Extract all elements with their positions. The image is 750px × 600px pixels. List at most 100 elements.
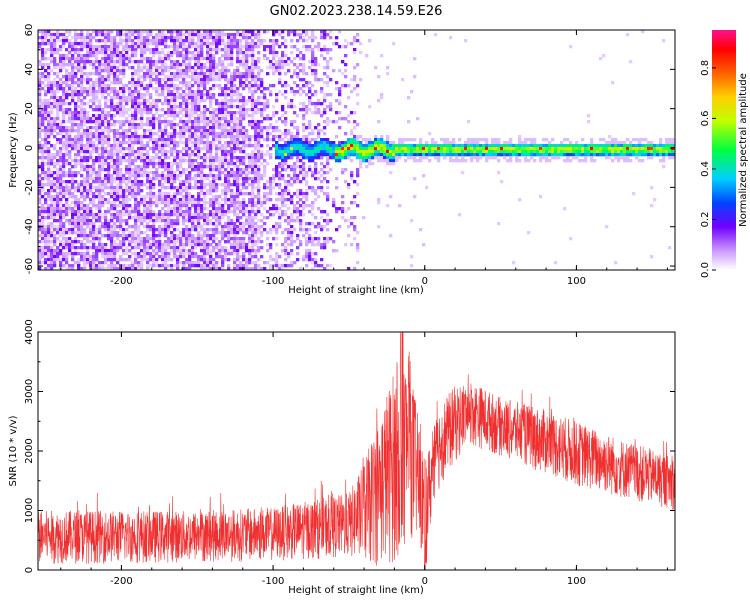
heatmap-cell [59, 234, 63, 238]
heatmap-cell [257, 78, 261, 82]
heatmap-cell [50, 162, 54, 166]
heatmap-cell [206, 138, 210, 142]
heatmap-cell [284, 120, 288, 124]
heatmap-cell [260, 231, 264, 235]
heatmap-cell [251, 66, 255, 70]
heatmap-cell [149, 195, 153, 199]
heatmap-cell [131, 180, 135, 184]
heatmap-cell [281, 159, 285, 163]
heatmap-cell [236, 141, 240, 145]
heatmap-cell [131, 54, 135, 58]
heatmap-cell [107, 264, 111, 268]
heatmap-cell [281, 132, 285, 136]
heatmap-cell [38, 75, 42, 79]
heatmap-cell [50, 156, 54, 160]
heatmap-cell [110, 177, 114, 181]
heatmap-cell [212, 267, 216, 270]
heatmap-cell [122, 120, 126, 124]
heatmap-cell [92, 96, 96, 100]
heatmap-cell [68, 48, 72, 52]
heatmap-cell [221, 153, 225, 157]
heatmap-cell [134, 174, 138, 178]
heatmap-cell [128, 114, 132, 118]
heatmap-cell [83, 36, 87, 40]
heatmap-cell [89, 54, 93, 58]
heatmap-cell [242, 51, 246, 55]
heatmap-cell [215, 126, 219, 130]
heatmap-cell [251, 63, 255, 67]
heatmap-cell [137, 108, 141, 112]
heatmap-cell [266, 153, 270, 157]
heatmap-cell [188, 66, 192, 70]
heatmap-cell [62, 81, 66, 85]
heatmap-cell [86, 246, 90, 250]
heatmap-cell [95, 186, 99, 190]
heatmap-cell [56, 210, 60, 214]
heatmap-cell [50, 159, 54, 163]
heatmap-cell [137, 66, 141, 70]
heatmap-cell [146, 30, 150, 34]
heatmap-cell [278, 183, 282, 187]
heatmap-cell [251, 231, 255, 235]
heatmap-cell [221, 237, 225, 241]
heatmap-cell [140, 171, 144, 175]
heatmap-cell [296, 159, 300, 163]
heatmap-cell [68, 57, 72, 61]
heatmap-cell [200, 189, 204, 193]
heatmap-cell [167, 192, 171, 196]
heatmap-cell [134, 234, 138, 238]
heatmap-cell [161, 48, 165, 52]
heatmap-cell [206, 48, 210, 52]
heatmap-cell [284, 186, 288, 190]
heatmap-cell [116, 138, 120, 142]
heatmap-cell [134, 51, 138, 55]
heatmap-cell [203, 261, 207, 265]
heatmap-cell [50, 207, 54, 211]
heatmap-cell [293, 69, 297, 73]
heatmap-cell [290, 87, 294, 91]
heatmap-cell [107, 126, 111, 130]
heatmap-cell [140, 180, 144, 184]
heatmap-cell [239, 75, 243, 79]
heatmap-cell [257, 102, 261, 106]
heatmap-cell [182, 42, 186, 46]
heatmap-cell [128, 198, 132, 202]
heatmap-cell [188, 234, 192, 238]
heatmap-cell [119, 168, 123, 172]
heatmap-cell [41, 213, 45, 217]
heatmap-cell [188, 249, 192, 253]
heatmap-cell [227, 210, 231, 214]
heatmap-cell [242, 99, 246, 103]
heatmap-cell [182, 126, 186, 130]
heatmap-cell [134, 111, 138, 115]
heatmap-cell [152, 252, 156, 256]
heatmap-cell [191, 261, 195, 265]
heatmap-cell [206, 93, 210, 97]
heatmap-cell [107, 171, 111, 175]
heatmap-cell [86, 183, 90, 187]
heatmap-cell [113, 252, 117, 256]
heatmap-cell [197, 192, 201, 196]
heatmap-cell [146, 246, 150, 250]
heatmap-cell [221, 93, 225, 97]
heatmap-cell [191, 177, 195, 181]
heatmap-cell [152, 150, 156, 154]
heatmap-cell [170, 249, 174, 253]
heatmap-cell [293, 45, 297, 49]
heatmap-cell [41, 75, 45, 79]
heatmap-cell [227, 186, 231, 190]
heatmap-cell [245, 132, 249, 136]
heatmap-cell [134, 132, 138, 136]
heatmap-cell [53, 60, 57, 64]
heatmap-cell [104, 102, 108, 106]
heatmap-cell [41, 51, 45, 55]
heatmap-cell [197, 81, 201, 85]
heatmap-cell [287, 30, 291, 34]
heatmap-cell [182, 246, 186, 250]
heatmap-cell [191, 216, 195, 220]
heatmap-cell [83, 156, 87, 160]
heatmap-cell [161, 33, 165, 37]
heatmap-cell [245, 78, 249, 82]
heatmap-cell [221, 165, 225, 169]
heatmap-cell [152, 228, 156, 232]
